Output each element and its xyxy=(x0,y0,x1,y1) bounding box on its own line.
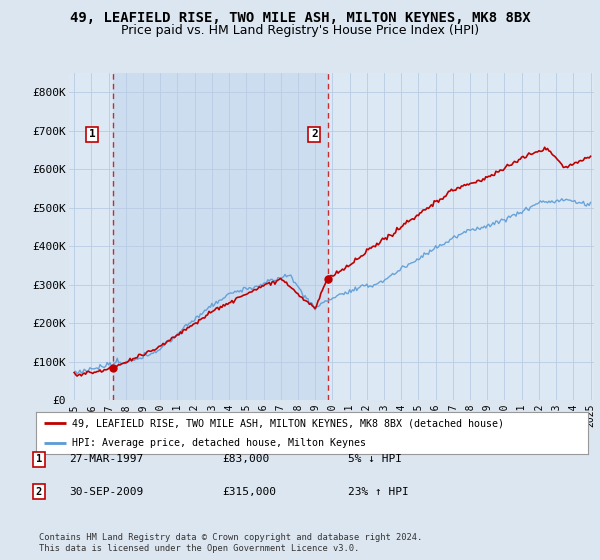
Text: Contains HM Land Registry data © Crown copyright and database right 2024.
This d: Contains HM Land Registry data © Crown c… xyxy=(39,533,422,553)
Text: 1: 1 xyxy=(36,454,42,464)
Text: 49, LEAFIELD RISE, TWO MILE ASH, MILTON KEYNES, MK8 8BX: 49, LEAFIELD RISE, TWO MILE ASH, MILTON … xyxy=(70,11,530,25)
Text: 30-SEP-2009: 30-SEP-2009 xyxy=(69,487,143,497)
Text: £315,000: £315,000 xyxy=(222,487,276,497)
Text: £83,000: £83,000 xyxy=(222,454,269,464)
Text: 27-MAR-1997: 27-MAR-1997 xyxy=(69,454,143,464)
Bar xyxy=(113,73,328,400)
Text: 5% ↓ HPI: 5% ↓ HPI xyxy=(348,454,402,464)
Text: 2: 2 xyxy=(311,129,317,139)
Text: 49, LEAFIELD RISE, TWO MILE ASH, MILTON KEYNES, MK8 8BX (detached house): 49, LEAFIELD RISE, TWO MILE ASH, MILTON … xyxy=(72,418,504,428)
Text: HPI: Average price, detached house, Milton Keynes: HPI: Average price, detached house, Milt… xyxy=(72,438,366,448)
Text: Price paid vs. HM Land Registry's House Price Index (HPI): Price paid vs. HM Land Registry's House … xyxy=(121,24,479,36)
Text: 2: 2 xyxy=(36,487,42,497)
Text: 1: 1 xyxy=(89,129,95,139)
Text: 23% ↑ HPI: 23% ↑ HPI xyxy=(348,487,409,497)
